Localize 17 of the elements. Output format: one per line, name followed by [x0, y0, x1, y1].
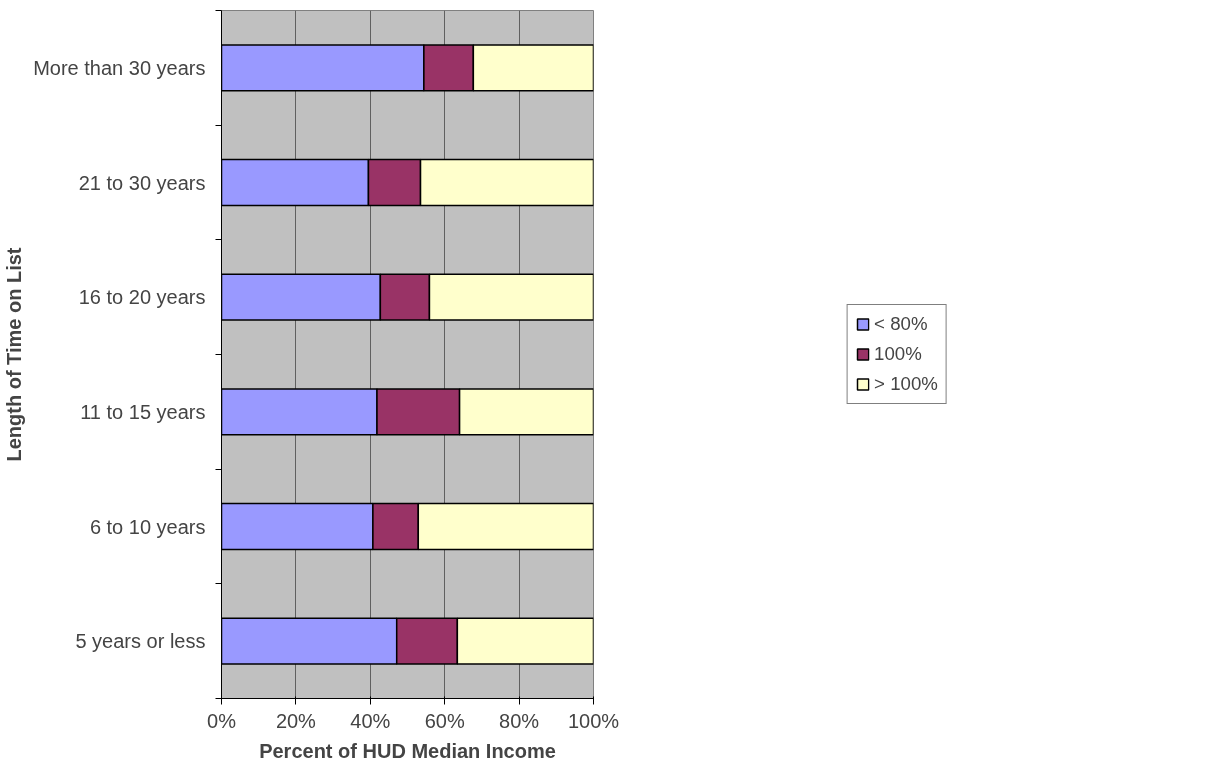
- x-tick-label: 80%: [499, 709, 540, 732]
- x-tick-label: 40%: [350, 709, 391, 732]
- x-tick-label: 0%: [207, 709, 237, 732]
- y-tick-label: 16 to 20 years: [78, 286, 206, 309]
- x-tick-label: 60%: [424, 709, 465, 732]
- y-axis-title: Length of Time on List: [3, 247, 26, 462]
- y-tick-label: 5 years or less: [75, 630, 206, 653]
- legend-label: 100%: [874, 343, 922, 365]
- y-tick-label: More than 30 years: [33, 56, 206, 79]
- y-tick-label: 6 to 10 years: [89, 515, 206, 538]
- x-tick-label: 20%: [275, 709, 317, 732]
- legend-label: < 80%: [874, 313, 928, 335]
- y-tick-label: 11 to 15 years: [80, 400, 206, 423]
- legend-label: > 100%: [874, 373, 938, 395]
- x-tick-label: 100%: [567, 709, 620, 732]
- x-axis-title: Percent of HUD Median Income: [259, 739, 556, 762]
- y-tick-label: 21 to 30 years: [78, 171, 206, 194]
